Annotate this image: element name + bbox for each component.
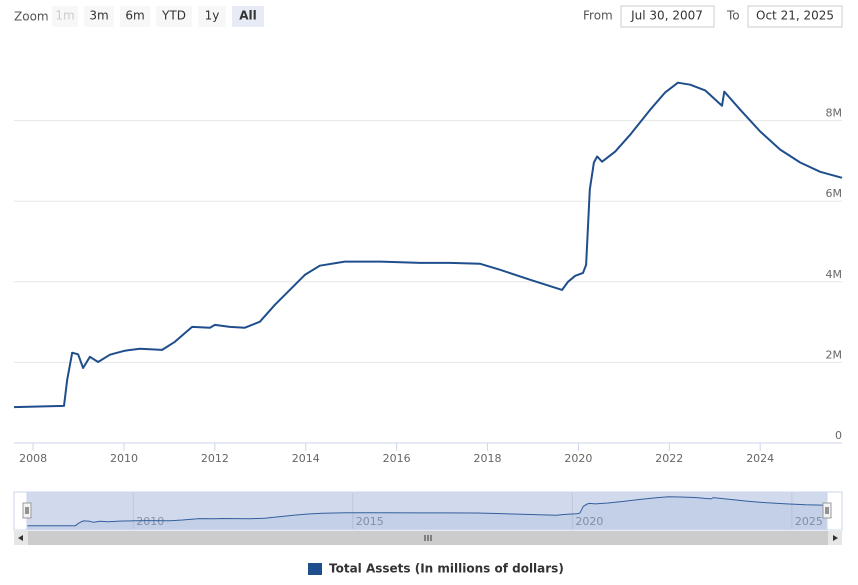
range-button[interactable] <box>120 6 150 27</box>
range-button-label: 1m <box>55 9 74 23</box>
x-tick-label: 2016 <box>383 452 411 465</box>
zoom-label: Zoom <box>14 10 49 24</box>
to-label: To <box>726 9 740 23</box>
x-tick-label: 2014 <box>292 452 320 465</box>
from-label: From <box>583 9 613 23</box>
to-input[interactable] <box>747 5 843 28</box>
navigator-tick-label: 2020 <box>575 515 603 528</box>
navigator-tick-label: 2010 <box>136 515 164 528</box>
navigator-tick-label: 2025 <box>795 515 823 528</box>
navigator-handle[interactable] <box>22 502 32 519</box>
to-value[interactable]: Oct 21, 2025 <box>756 9 834 23</box>
from-input[interactable] <box>620 5 715 28</box>
range-button-label[interactable]: YTD <box>161 9 186 23</box>
legend-label[interactable]: Total Assets (In millions of dollars) <box>329 562 564 576</box>
range-button[interactable] <box>198 6 226 27</box>
legend-swatch[interactable] <box>308 563 322 575</box>
x-tick-label: 2020 <box>564 452 592 465</box>
x-tick-label: 2024 <box>746 452 774 465</box>
y-tick-label: 6M <box>826 187 843 200</box>
navigator-tick-label: 2015 <box>356 515 384 528</box>
navigator-mask <box>26 491 828 531</box>
scrollbar-grip <box>424 535 432 541</box>
from-value[interactable]: Jul 30, 2007 <box>630 9 703 23</box>
range-button-label[interactable]: 6m <box>125 9 144 23</box>
x-tick-label: 2018 <box>474 452 502 465</box>
y-tick-label: 0 <box>835 429 842 442</box>
range-button[interactable] <box>232 6 264 27</box>
scroll-right-arrow <box>833 535 838 541</box>
y-tick-label: 8M <box>826 107 843 120</box>
scroll-left-arrow <box>18 535 23 541</box>
x-tick-label: 2022 <box>655 452 683 465</box>
x-tick-label: 2008 <box>19 452 47 465</box>
navigator-line <box>26 496 828 527</box>
y-tick-label: 4M <box>826 268 843 281</box>
x-tick-label: 2010 <box>110 452 138 465</box>
range-button[interactable] <box>156 6 192 27</box>
range-button-label[interactable]: 1y <box>205 9 220 23</box>
x-tick-label: 2012 <box>201 452 229 465</box>
series-line <box>13 81 843 409</box>
range-button-label[interactable]: All <box>239 9 257 23</box>
range-button[interactable] <box>84 6 114 27</box>
range-button <box>52 6 78 27</box>
navigator-handle[interactable] <box>822 502 832 519</box>
y-tick-label: 2M <box>826 348 843 361</box>
range-button-label[interactable]: 3m <box>89 9 108 23</box>
